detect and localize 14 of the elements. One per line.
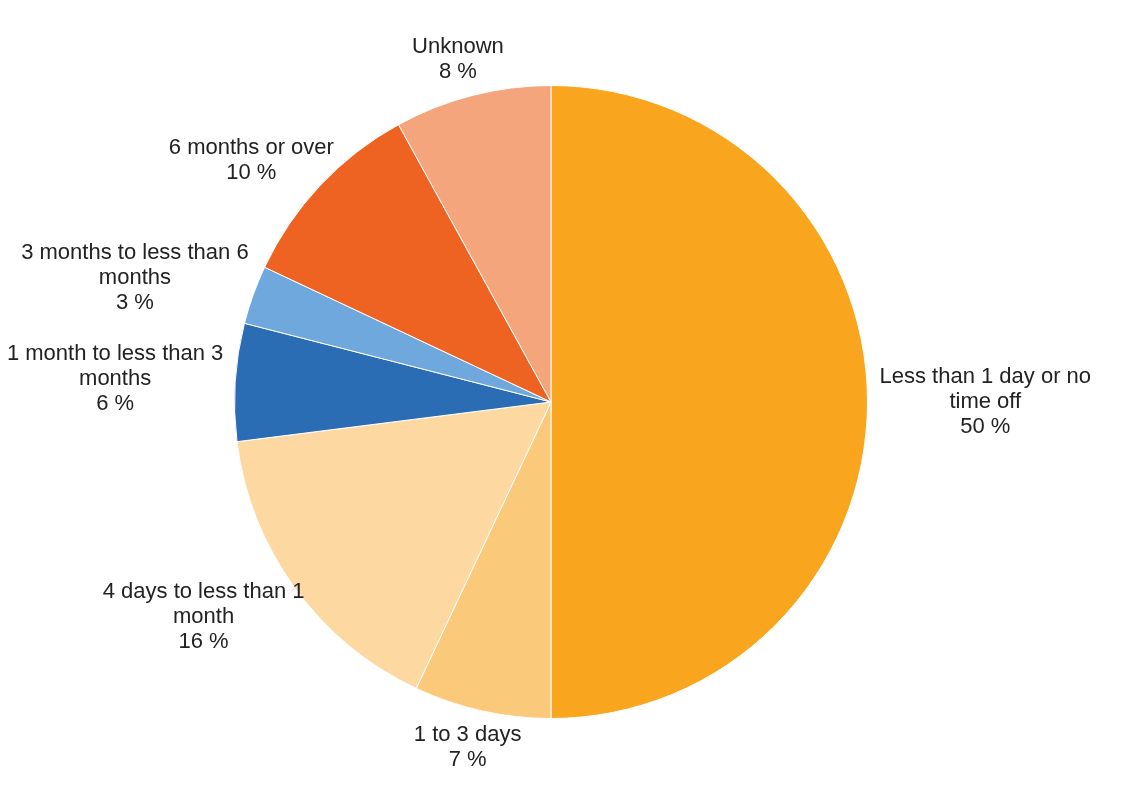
data-label: 16 % <box>178 628 229 654</box>
slice-label: 6 months or over <box>168 133 334 159</box>
slice-label: 4 days to less than 1 month <box>102 578 305 629</box>
slice-label: 1 to 3 days <box>413 720 522 746</box>
slice-label: Unknown <box>412 33 504 59</box>
data-label: 6 % <box>96 390 135 416</box>
data-label: 3 % <box>115 289 154 315</box>
slice-label: 3 months to less than 6 months <box>21 239 249 290</box>
slice-label: Less than 1 day or no time off <box>879 363 1092 414</box>
data-label: 50 % <box>960 413 1011 439</box>
data-label: 8 % <box>438 58 477 84</box>
data-label: 10 % <box>226 158 277 184</box>
slice-label: 1 month to less than 3 months <box>6 340 224 391</box>
data-label: 7 % <box>448 745 487 771</box>
